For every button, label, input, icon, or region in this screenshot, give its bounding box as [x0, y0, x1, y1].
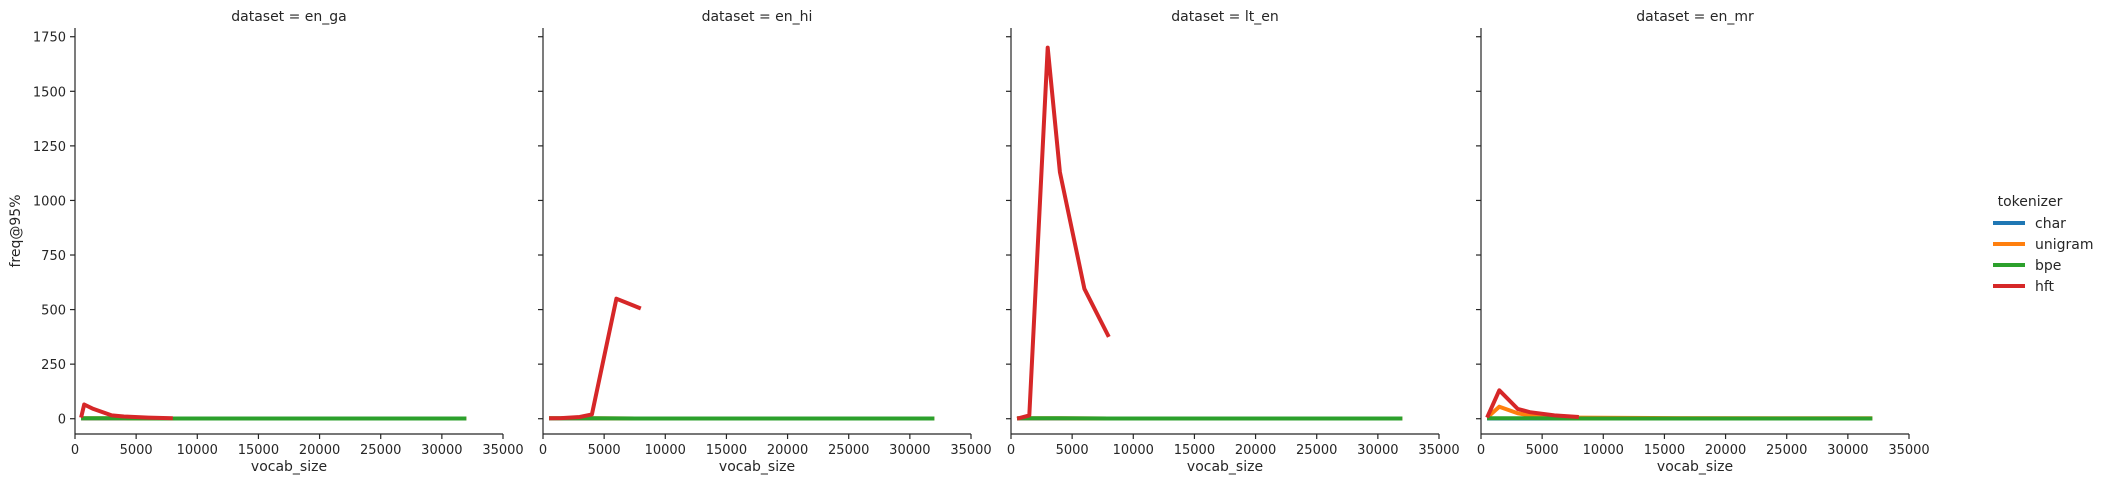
y-tick-label: 250 [41, 358, 66, 373]
y-tick-label: 1000 [33, 194, 66, 209]
series-line-hft [1016, 45, 1111, 421]
x-tick-label: 30000 [1827, 443, 1868, 458]
series-line-hft [1485, 388, 1579, 419]
legend-label-hft: hft [2035, 279, 2055, 295]
x-tick-label: 30000 [1357, 443, 1398, 458]
x-tick-label: 35000 [482, 443, 523, 458]
y-tick-label: 1250 [33, 140, 66, 155]
x-tick-label: 10000 [1113, 443, 1154, 458]
y-axis-label: freq@95% [8, 195, 24, 268]
x-tick-label: 30000 [421, 443, 462, 458]
y-tick-label: 0 [58, 413, 66, 428]
facet-title: dataset = en_ga [231, 9, 347, 25]
legend-entries: char unigram bpe hft [1993, 216, 2094, 295]
y-tick-label: 1750 [33, 31, 66, 46]
facet-panel: dataset = en_hi 0 5000 10000 15000 20000 25000… [538, 9, 992, 475]
series-line-hft [79, 402, 173, 421]
x-tick-label: 5000 [588, 443, 621, 458]
x-tick-label: 10000 [1583, 443, 1624, 458]
y-tick-label: 500 [41, 304, 66, 319]
legend-label-char: char [2035, 216, 2066, 232]
series-line-hft [549, 296, 642, 421]
facet-panels: dataset = en_ga0 5000 10000 15000 20000 25000… [8, 9, 1930, 475]
facet-title: dataset = en_mr [1636, 9, 1754, 25]
x-tick-label: 20000 [299, 443, 340, 458]
x-tick-label: 15000 [238, 443, 279, 458]
x-tick-label: 20000 [767, 443, 808, 458]
x-tick-label: 5000 [1526, 443, 1559, 458]
x-axis-label: vocab_size [719, 459, 795, 475]
x-axis-label: vocab_size [1657, 459, 1733, 475]
x-tick-label: 15000 [1174, 443, 1215, 458]
facet-title: dataset = lt_en [1171, 9, 1278, 25]
facet-title: dataset = en_hi [702, 9, 813, 25]
x-tick-label: 5000 [1056, 443, 1089, 458]
legend-label-unigram: unigram [2035, 237, 2094, 253]
legend-label-bpe: bpe [2035, 258, 2061, 274]
legend: tokenizer char unigram bpe hft [1993, 194, 2094, 295]
x-tick-label: 0 [1007, 443, 1015, 458]
y-tick-label: 750 [41, 249, 66, 264]
x-tick-label: 20000 [1235, 443, 1276, 458]
x-tick-label: 30000 [889, 443, 930, 458]
x-axis-label: vocab_size [251, 459, 327, 475]
x-tick-label: 15000 [706, 443, 747, 458]
x-tick-label: 20000 [1705, 443, 1746, 458]
x-tick-label: 35000 [1418, 443, 1459, 458]
x-axis-label: vocab_size [1187, 459, 1263, 475]
x-tick-label: 0 [1477, 443, 1485, 458]
x-tick-label: 25000 [828, 443, 869, 458]
x-tick-label: 25000 [1766, 443, 1807, 458]
facet-panel: dataset = en_ga0 5000 10000 15000 20000 25000… [8, 9, 524, 475]
x-tick-label: 5000 [120, 443, 153, 458]
x-tick-label: 10000 [645, 443, 686, 458]
x-tick-label: 15000 [1644, 443, 1685, 458]
x-tick-label: 0 [539, 443, 547, 458]
facet-panel: dataset = lt_en 0 5000 10000 15000 20000 25000… [1006, 9, 1460, 475]
facet-panel: dataset = en_mr 0 5000 10000 15000 20000 25000… [1476, 9, 1930, 475]
legend-title: tokenizer [1998, 194, 2063, 210]
x-tick-label: 35000 [1888, 443, 1929, 458]
x-tick-label: 10000 [177, 443, 218, 458]
x-tick-label: 0 [71, 443, 79, 458]
x-tick-label: 35000 [950, 443, 991, 458]
x-tick-label: 25000 [1296, 443, 1337, 458]
x-tick-label: 25000 [360, 443, 401, 458]
y-tick-label: 1500 [33, 85, 66, 100]
